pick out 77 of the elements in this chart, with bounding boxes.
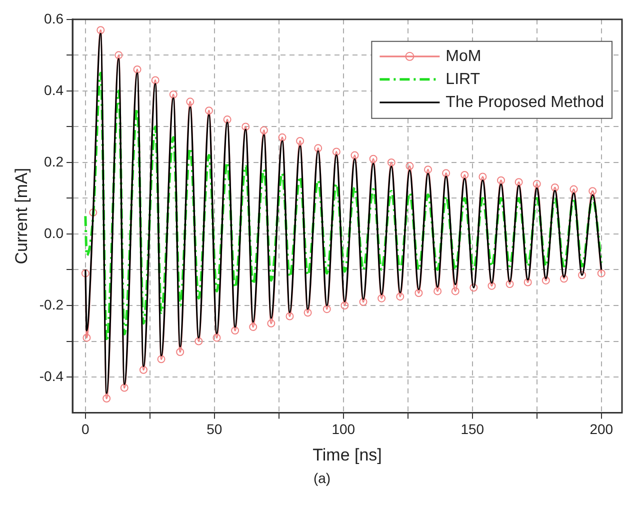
point (81, 269, 90, 278)
point (278, 133, 286, 142)
point (260, 126, 268, 134)
point (120, 384, 128, 392)
point (369, 154, 378, 163)
point (578, 271, 586, 280)
point (157, 355, 166, 364)
y-tick-label: -0.4 (39, 368, 64, 384)
x-tick-label: 50 (206, 421, 222, 438)
point (286, 312, 294, 320)
point (350, 151, 359, 160)
point (460, 170, 469, 179)
legend-label: The Proposed Method (446, 94, 604, 111)
point (296, 136, 304, 145)
point (304, 308, 312, 317)
point (186, 98, 194, 106)
point (542, 276, 550, 284)
point (588, 187, 597, 196)
line-series (84, 72, 603, 343)
point (204, 106, 213, 115)
point (514, 178, 523, 186)
point (332, 148, 340, 156)
x-tick-label: 0 (82, 421, 90, 438)
point (414, 288, 423, 297)
point (151, 76, 160, 84)
x-tick-label: 100 (332, 421, 356, 438)
legend-label: MoM (446, 48, 482, 65)
point (470, 284, 478, 292)
point (434, 287, 442, 296)
point (442, 169, 450, 178)
point (194, 337, 203, 346)
point (524, 278, 532, 286)
point (597, 269, 606, 278)
x-tick-label: 150 (460, 421, 484, 438)
y-axis-title: Current [mA] (12, 168, 31, 264)
point (497, 176, 506, 184)
point (314, 144, 322, 152)
y-tick-label: 0.6 (44, 10, 64, 26)
point (396, 292, 404, 301)
point (478, 172, 487, 181)
y-tick-label: 0.2 (44, 153, 64, 170)
point (506, 280, 514, 288)
point (89, 208, 98, 217)
legend-label: LIRT (446, 70, 480, 88)
x-tick-label: 200 (590, 421, 614, 438)
x-axis-title: Time [ns] (312, 445, 382, 464)
point (96, 26, 105, 34)
point (169, 90, 178, 99)
point (560, 274, 568, 283)
point (176, 348, 184, 356)
point (82, 334, 91, 342)
point (424, 166, 432, 174)
point (133, 65, 142, 74)
point (231, 326, 240, 335)
y-tick-label: -0.2 (39, 296, 64, 312)
point (223, 116, 232, 124)
point (212, 334, 221, 342)
text: (a) (312, 470, 332, 486)
point (387, 158, 396, 166)
point (378, 294, 386, 302)
point (267, 319, 276, 328)
point (451, 287, 460, 296)
point (249, 322, 258, 331)
point (340, 302, 349, 310)
point (488, 282, 496, 290)
point (570, 185, 578, 194)
point (322, 305, 331, 314)
point (102, 394, 111, 402)
point (114, 51, 123, 60)
y-tick-label: 0.4 (44, 82, 64, 98)
point (550, 183, 559, 192)
point (242, 122, 250, 131)
y-tick-label: 0.0 (44, 224, 64, 241)
point (532, 180, 541, 188)
point (359, 298, 368, 306)
point (139, 366, 148, 374)
point (406, 162, 414, 170)
